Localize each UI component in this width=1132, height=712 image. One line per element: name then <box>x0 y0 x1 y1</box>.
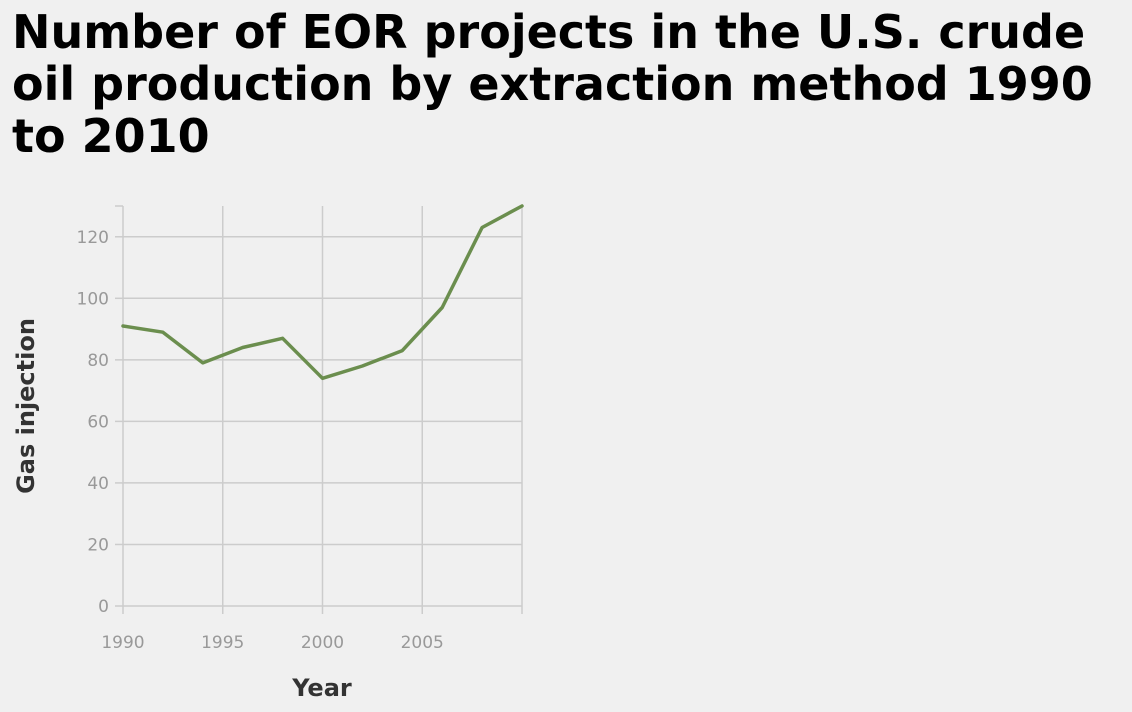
tick-labels: 0 20 40 60 80 100 120 1990 1995 2000 2005 <box>77 228 444 653</box>
y-axis-label: Gas injection <box>12 318 40 494</box>
y-tick-label: 40 <box>87 474 109 494</box>
x-tick-label: 1995 <box>201 633 244 653</box>
y-tick-label: 0 <box>98 597 109 617</box>
y-tick-label: 20 <box>87 535 109 555</box>
x-tick-label: 1990 <box>101 633 144 653</box>
axes <box>115 205 523 614</box>
y-tick-label: 80 <box>87 351 109 371</box>
chart-title: Number of EOR projects in the U.S. crude… <box>12 5 1093 163</box>
x-axis-label: Year <box>291 674 352 702</box>
x-tick-label: 2000 <box>301 633 344 653</box>
x-tick-label: 2005 <box>401 633 444 653</box>
series-line <box>121 204 524 381</box>
y-tick-label: 60 <box>87 412 109 432</box>
grid <box>122 206 523 607</box>
y-tick-label: 120 <box>77 228 109 248</box>
y-tick-label: 100 <box>77 289 109 309</box>
series-layer <box>121 204 524 381</box>
